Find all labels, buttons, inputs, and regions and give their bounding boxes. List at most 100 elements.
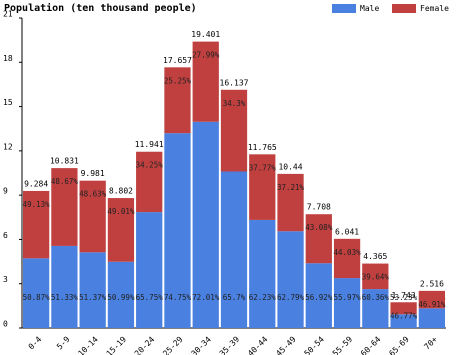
total-label: 2.516 bbox=[420, 279, 444, 288]
total-label: 19.401 bbox=[191, 30, 220, 39]
y-tick-label: 21 bbox=[3, 10, 13, 19]
x-tick-label: 35-39 bbox=[218, 335, 242, 355]
bar-segment bbox=[23, 258, 50, 328]
y-tick-label: 0 bbox=[3, 320, 8, 329]
bar-segment bbox=[107, 261, 135, 328]
y-tick-label: 6 bbox=[3, 231, 8, 240]
percent-label: 50.87% bbox=[23, 293, 51, 302]
percent-label: 25.25% bbox=[164, 76, 192, 85]
percent-label: 34.25% bbox=[136, 161, 164, 170]
percent-label: 46.77% bbox=[390, 311, 418, 320]
bar-segment bbox=[333, 278, 361, 328]
percent-label: 62.23% bbox=[249, 293, 277, 302]
percent-label: 27.99% bbox=[192, 51, 220, 60]
percent-label: 53.23% bbox=[390, 293, 418, 302]
bar-segment bbox=[79, 252, 106, 328]
percent-label: 48.63% bbox=[79, 190, 107, 199]
bar-segment bbox=[362, 263, 389, 290]
bar-segment bbox=[277, 231, 304, 328]
chart-title: Population (ten thousand people) bbox=[4, 2, 197, 14]
bar-segment bbox=[23, 190, 50, 259]
y-tick-label: 15 bbox=[3, 98, 13, 107]
percent-label: 39.64% bbox=[362, 273, 390, 282]
bar-segment bbox=[305, 263, 332, 328]
percent-label: 62.79% bbox=[277, 293, 305, 302]
legend-label: Female bbox=[420, 4, 449, 13]
percent-label: 51.33% bbox=[51, 293, 79, 302]
x-tick-label: 50-54 bbox=[303, 335, 327, 355]
bar-segment bbox=[136, 212, 163, 328]
percent-label: 44.03% bbox=[334, 248, 362, 257]
total-label: 8.802 bbox=[109, 187, 133, 196]
x-tick-label: 70+ bbox=[422, 335, 439, 352]
percent-label: 49.13% bbox=[23, 200, 51, 209]
percent-label: 49.01% bbox=[107, 207, 135, 216]
total-label: 17.657 bbox=[163, 56, 192, 65]
bar-segment bbox=[390, 314, 417, 328]
total-label: 16.137 bbox=[220, 78, 249, 87]
percent-label: 46.91% bbox=[418, 300, 446, 309]
x-tick-label: 65-69 bbox=[387, 335, 411, 355]
percent-label: 74.75% bbox=[164, 293, 192, 302]
bar-segment bbox=[51, 245, 78, 328]
total-label: 1.743 bbox=[392, 291, 416, 300]
x-tick-label: 40-44 bbox=[246, 335, 270, 355]
total-label: 9.284 bbox=[24, 179, 48, 188]
percent-label: 48.67% bbox=[51, 177, 79, 186]
x-tick-label: 55-59 bbox=[331, 335, 355, 355]
legend-swatch bbox=[332, 4, 356, 13]
percent-label: 37.77% bbox=[249, 163, 277, 172]
total-label: 9.981 bbox=[81, 169, 105, 178]
x-tick-label: 5-9 bbox=[55, 335, 72, 352]
total-label: 7.708 bbox=[307, 203, 331, 212]
x-tick-label: 15-19 bbox=[105, 335, 129, 355]
bar-segment bbox=[51, 168, 78, 246]
bar-segment bbox=[362, 289, 389, 328]
bar-segment bbox=[220, 89, 248, 172]
percent-label: 72.01% bbox=[192, 293, 220, 302]
percent-label: 65.75% bbox=[136, 293, 164, 302]
x-tick-label: 25-29 bbox=[161, 335, 185, 355]
total-label: 4.365 bbox=[363, 252, 387, 261]
percent-label: 56.92% bbox=[305, 293, 333, 302]
bar-segment bbox=[277, 173, 304, 232]
x-tick-label: 0-4 bbox=[27, 335, 44, 352]
bar-segment bbox=[107, 198, 135, 262]
percent-label: 34.3% bbox=[223, 99, 246, 108]
total-label: 11.941 bbox=[135, 140, 164, 149]
total-label: 10.44 bbox=[278, 162, 302, 171]
percent-label: 37.21% bbox=[277, 183, 305, 192]
legend-label: Male bbox=[360, 4, 379, 13]
percent-label: 43.08% bbox=[305, 223, 333, 232]
legend-swatch bbox=[392, 4, 416, 13]
bar-segment bbox=[164, 67, 191, 134]
x-tick-label: 20-24 bbox=[133, 335, 157, 355]
percent-label: 51.37% bbox=[79, 293, 107, 302]
bar-segment bbox=[220, 171, 248, 328]
total-label: 11.765 bbox=[248, 143, 277, 152]
x-tick-label: 30-34 bbox=[190, 335, 214, 355]
total-label: 10.831 bbox=[50, 157, 79, 166]
bar-segment bbox=[136, 151, 163, 213]
bar-segment bbox=[192, 41, 219, 122]
percent-label: 55.97% bbox=[334, 293, 362, 302]
x-tick-label: 10-14 bbox=[76, 335, 100, 355]
bar-segment bbox=[418, 308, 445, 328]
bar-segment bbox=[305, 214, 332, 264]
bar-segment bbox=[79, 180, 106, 253]
y-tick-label: 18 bbox=[3, 54, 13, 63]
bar-segment bbox=[164, 133, 191, 328]
total-label: 6.041 bbox=[335, 227, 359, 236]
percent-label: 65.7% bbox=[223, 293, 246, 302]
bar-segment bbox=[249, 219, 276, 328]
x-tick-label: 60-64 bbox=[359, 335, 383, 355]
bar-segment bbox=[390, 302, 417, 315]
bar-segment bbox=[418, 290, 445, 309]
y-tick-label: 3 bbox=[3, 275, 8, 284]
y-tick-label: 9 bbox=[3, 187, 8, 196]
y-tick-label: 12 bbox=[3, 142, 13, 151]
x-tick-label: 45-49 bbox=[274, 335, 298, 355]
bar-segment bbox=[192, 121, 219, 328]
